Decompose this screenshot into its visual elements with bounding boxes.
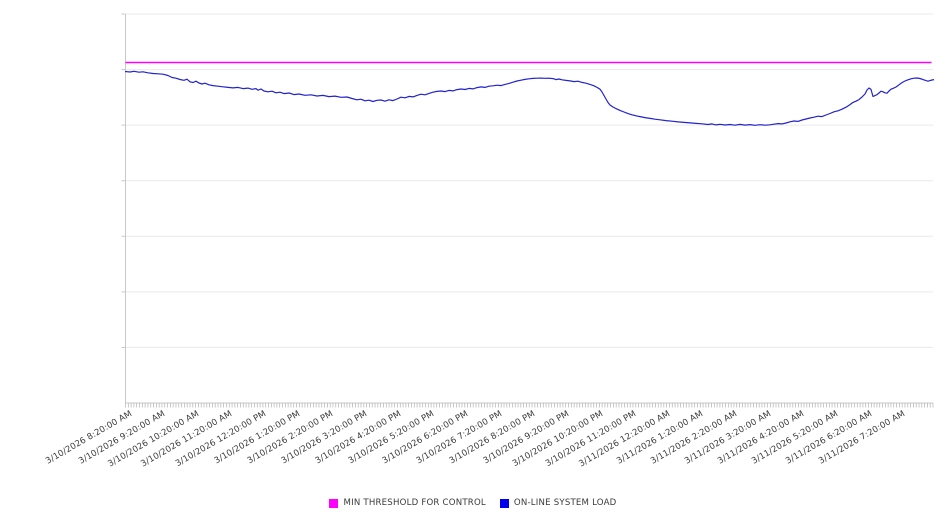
online-system-load-swatch-icon [499, 498, 509, 508]
legend-item-online-system-load[interactable]: ON-LINE SYSTEM LOAD [499, 498, 617, 508]
legend-item-min-threshold[interactable]: MIN THRESHOLD FOR CONTROL [329, 498, 486, 508]
legend-label-online-system-load: ON-LINE SYSTEM LOAD [513, 498, 617, 508]
min-threshold-swatch-icon [329, 498, 339, 508]
legend-label-min-threshold: MIN THRESHOLD FOR CONTROL [343, 498, 486, 508]
legend: MIN THRESHOLD FOR CONTROL ON-LINE SYSTEM… [0, 498, 946, 508]
